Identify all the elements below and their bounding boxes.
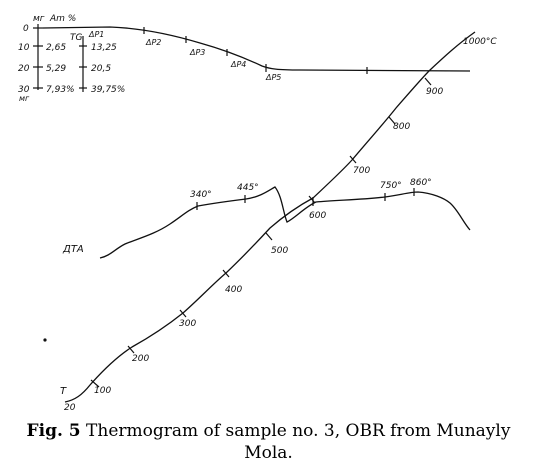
temperature-label-400: 400 [225,285,242,295]
scale-tg-pct-20: 20,5 [91,64,111,74]
dta-series-label: ДТА [62,244,84,255]
temperature-curve [64,31,476,403]
scale-pct-20: 5,29 [46,64,66,74]
temperature-label-300: 300 [179,319,196,329]
temperature-label-100: 100 [94,386,111,396]
dta-peak-label-340: 340° [190,190,212,200]
tg-stage-label-1: ΔP1 [88,30,104,39]
temperature-label-700: 700 [353,166,370,176]
scale-tg-label: TG [70,33,82,43]
tg-stage-ticks [143,27,368,74]
scale-label-0: 0 [23,24,29,34]
dta-peak-label-860: 860° [410,178,432,188]
scale-tg-pct-30: 39,75% [91,85,125,95]
scale-label-20: 20 [18,64,30,74]
scale-label-10: 10 [18,43,30,53]
weight-scale [33,24,87,92]
tg-stage-label-3: ΔP3 [189,48,205,57]
scale-header-pct: Am % [49,14,76,24]
figure-caption: Fig. 5 Thermogram of sample no. 3, OBR f… [0,420,537,464]
temperature-label-800: 800 [393,122,410,132]
tg-stage-label-2: ΔP2 [145,38,161,47]
caption-label: Fig. 5 [26,421,81,441]
temperature-ticks [90,77,432,388]
temperature-label-200: 200 [132,354,149,364]
scale-pct-10: 2,65 [46,43,66,53]
temperature-start-label: 20 [64,403,76,413]
scale-header-unit: мг [33,14,45,24]
scale-label-30: 30 [18,85,30,95]
dta-peak-label-750: 750° [380,181,402,191]
temperature-label-600: 600 [309,211,326,221]
temperature-label-500: 500 [271,246,288,256]
scale-tg-pct-10: 13,25 [91,43,117,53]
tg-stage-label-4: ΔP4 [230,60,246,69]
thermogram-figure: мг Am % 0 10 20 30 мг 2,65 5,29 7,93% TG… [18,14,497,413]
scale-pct-30: 7,93% [46,85,75,95]
temperature-label-900: 900 [426,87,443,97]
temperature-series-label: T [60,386,67,397]
dta-curve [99,186,471,259]
dta-peak-label-445: 445° [237,183,259,193]
tg-end-label-1000: 1000°C [463,37,497,47]
scale-bottom-unit: мг [19,94,30,103]
caption-text: Thermogram of sample no. 3, OBR from Mun… [80,421,511,463]
stray-dot [43,338,47,342]
tg-stage-label-5: ΔP5 [265,73,281,82]
dta-ticks [196,188,415,210]
